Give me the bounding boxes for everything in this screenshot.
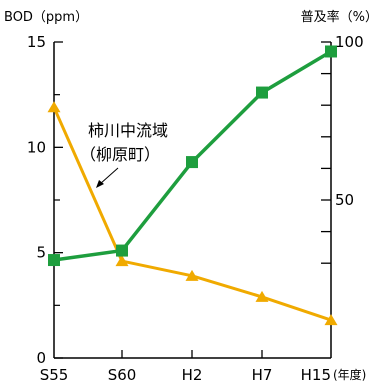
x-tick-label: S55 bbox=[40, 366, 69, 384]
x-tick-label: S60 bbox=[108, 366, 137, 384]
data-point-triangle bbox=[47, 101, 61, 113]
axes bbox=[53, 41, 332, 359]
x-tick-label: H2 bbox=[182, 366, 203, 384]
x-tick-label: H15 bbox=[301, 366, 331, 384]
left-tick-label: 5 bbox=[36, 244, 46, 262]
annotation-arrowhead bbox=[96, 180, 104, 188]
labels-layer: 0 5 10 15 50 100 S55 S60 H2 H7 H15 (年度) BOD（ppm） 普及率（… bbox=[4, 9, 378, 384]
left-axis-title: BOD（ppm） bbox=[4, 10, 88, 25]
annotation-arrow-line bbox=[99, 167, 119, 185]
right-tick-label: 100 bbox=[335, 33, 364, 51]
x-unit-label: (年度) bbox=[333, 367, 366, 382]
data-point-triangle bbox=[255, 290, 269, 302]
series-layer bbox=[47, 45, 338, 326]
data-point-square bbox=[325, 45, 337, 58]
data-point-triangle bbox=[324, 314, 338, 326]
annotation-line-1: 柿川中流域 bbox=[88, 121, 168, 140]
annotation-line-2: （柳原町） bbox=[80, 145, 160, 164]
data-point-square bbox=[256, 86, 268, 99]
left-tick-label: 0 bbox=[36, 349, 46, 367]
data-point-square bbox=[48, 254, 60, 267]
x-tick-label: H7 bbox=[252, 366, 273, 384]
data-point-square bbox=[186, 156, 198, 169]
left-tick-label: 15 bbox=[27, 33, 46, 51]
data-point-square bbox=[116, 244, 128, 257]
left-tick-label: 10 bbox=[27, 138, 46, 156]
data-point-triangle bbox=[115, 255, 129, 267]
right-tick-label: 50 bbox=[335, 191, 354, 209]
right-axis-title: 普及率（%） bbox=[301, 9, 378, 25]
data-point-triangle bbox=[185, 269, 199, 281]
